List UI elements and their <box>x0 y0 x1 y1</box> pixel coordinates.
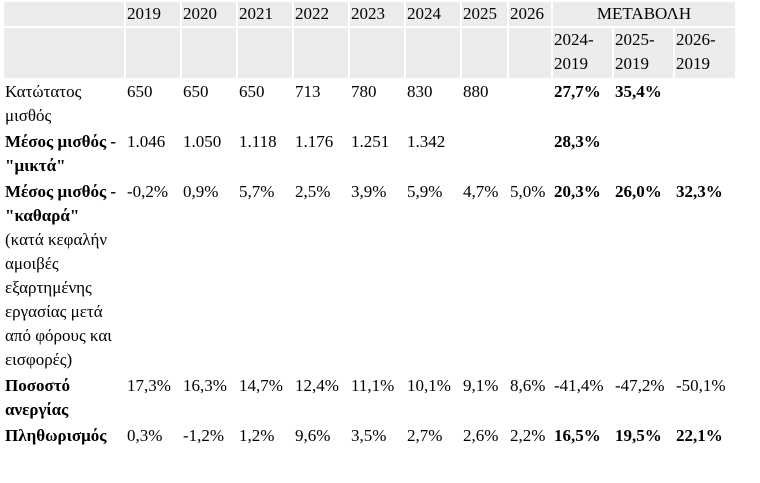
table-cell: 713 <box>295 82 321 101</box>
table-cell: 650 <box>183 82 209 101</box>
change-cell: -47,2% <box>615 376 665 395</box>
year-header: 2021 <box>238 2 292 26</box>
table-row-inflation: Πληθωρισμός 0,3% -1,2% 1,2% 9,6% 3,5% 2,… <box>4 424 735 448</box>
year-header: 2023 <box>350 2 404 26</box>
year-header: 2019 <box>126 2 180 26</box>
table-cell: 4,7% <box>463 182 499 201</box>
change-cell: 20,3% <box>554 182 601 201</box>
table-cell: 1.342 <box>407 132 446 151</box>
table-cell: 5,7% <box>239 182 275 201</box>
table-cell: 17,3% <box>127 376 171 395</box>
table-cell: 2,6% <box>463 426 499 445</box>
change-cell: -41,4% <box>554 376 604 395</box>
row-note: (κατά κεφαλήν αμοιβές εξαρτημένης εργασί… <box>5 230 112 369</box>
row-label: Ποσοστό ανεργίας <box>5 376 71 419</box>
year-header: 2020 <box>182 2 236 26</box>
header-blank <box>126 28 180 78</box>
header-blank <box>509 28 551 78</box>
header-blank <box>406 28 460 78</box>
change-cell: -50,1% <box>676 376 726 395</box>
change-cell: 16,5% <box>554 426 601 445</box>
change-cell: 19,5% <box>615 426 662 445</box>
table-cell <box>509 80 551 128</box>
table-row-average-wage-net: Μέσος μισθός - "καθαρά" (κατά κεφαλήν αμο… <box>4 180 735 372</box>
table-cell: 5,0% <box>510 182 546 201</box>
table-cell: 1.050 <box>183 132 222 151</box>
table-cell: 3,9% <box>351 182 387 201</box>
change-cell <box>614 130 673 178</box>
table-cell: 1.176 <box>295 132 334 151</box>
table-cell: 2,7% <box>407 426 443 445</box>
table-cell: 1.118 <box>239 132 277 151</box>
change-period-header: 2026-2019 <box>675 28 735 78</box>
year-header: 2022 <box>294 2 348 26</box>
table-cell: 10,1% <box>407 376 451 395</box>
row-label: Μέσος μισθός - "καθαρά" <box>5 182 117 225</box>
table-cell <box>462 130 507 178</box>
table-cell: 14,7% <box>239 376 283 395</box>
year-header: 2025 <box>462 2 507 26</box>
table-cell: 780 <box>351 82 377 101</box>
header-corner <box>4 2 124 26</box>
header-blank <box>350 28 404 78</box>
header-row-periods: 2024-2019 2025-2019 2026-2019 <box>4 28 735 78</box>
change-cell: 28,3% <box>554 132 601 151</box>
year-header: 2024 <box>406 2 460 26</box>
table-cell: 2,2% <box>510 426 546 445</box>
table-cell: 0,3% <box>127 426 163 445</box>
change-cell: 22,1% <box>676 426 723 445</box>
table-cell: 5,9% <box>407 182 443 201</box>
table-cell: 1.046 <box>127 132 166 151</box>
table-cell: 650 <box>127 82 153 101</box>
change-cell: 32,3% <box>676 182 723 201</box>
header-blank <box>238 28 292 78</box>
table-cell: 650 <box>239 82 265 101</box>
row-label: Κατώτατος μισθός <box>5 82 82 125</box>
header-blank <box>294 28 348 78</box>
table-cell: 9,1% <box>463 376 499 395</box>
table-cell: 16,3% <box>183 376 227 395</box>
row-label-cell: Μέσος μισθός - "καθαρά" (κατά κεφαλήν αμο… <box>4 180 124 372</box>
table-cell: -0,2% <box>127 182 169 201</box>
change-period-header: 2025-2019 <box>614 28 673 78</box>
table-cell: 1,2% <box>239 426 275 445</box>
header-blank <box>4 28 124 78</box>
table-cell: 11,1% <box>351 376 395 395</box>
header-blank <box>462 28 507 78</box>
row-label: Πληθωρισμός <box>5 426 107 445</box>
table-cell: 1.251 <box>351 132 390 151</box>
table-cell: 2,5% <box>295 182 331 201</box>
change-cell: 26,0% <box>615 182 662 201</box>
table-row-unemployment: Ποσοστό ανεργίας 17,3% 16,3% 14,7% 12,4%… <box>4 374 735 422</box>
table-cell: 9,6% <box>295 426 331 445</box>
change-cell <box>675 130 735 178</box>
table-row-minimum-wage: Κατώτατος μισθός 650 650 650 713 780 830… <box>4 80 735 128</box>
table-row-average-wage-gross: Μέσος μισθός - "μικτά" 1.046 1.050 1.118… <box>4 130 735 178</box>
table-cell: 0,9% <box>183 182 219 201</box>
header-blank <box>182 28 236 78</box>
table-cell: 12,4% <box>295 376 339 395</box>
change-cell <box>675 80 735 128</box>
table-cell: 830 <box>407 82 433 101</box>
change-cell: 35,4% <box>615 82 662 101</box>
header-row-years: 2019 2020 2021 2022 2023 2024 2025 2026 … <box>4 2 735 26</box>
table-cell: 880 <box>463 82 489 101</box>
year-header: 2026 <box>509 2 551 26</box>
table-cell <box>509 130 551 178</box>
row-label: Μέσος μισθός - "μικτά" <box>5 132 117 175</box>
table-cell: -1,2% <box>183 426 225 445</box>
table-header: 2019 2020 2021 2022 2023 2024 2025 2026 … <box>4 2 735 78</box>
table-body: Κατώτατος μισθός 650 650 650 713 780 830… <box>4 80 735 448</box>
table-cell: 8,6% <box>510 376 546 395</box>
change-period-header: 2024-2019 <box>553 28 612 78</box>
wage-statistics-table: 2019 2020 2021 2022 2023 2024 2025 2026 … <box>2 0 737 450</box>
table-cell: 3,5% <box>351 426 387 445</box>
change-cell: 27,7% <box>554 82 601 101</box>
change-header: ΜΕΤΑΒΟΛΗ <box>553 2 735 26</box>
